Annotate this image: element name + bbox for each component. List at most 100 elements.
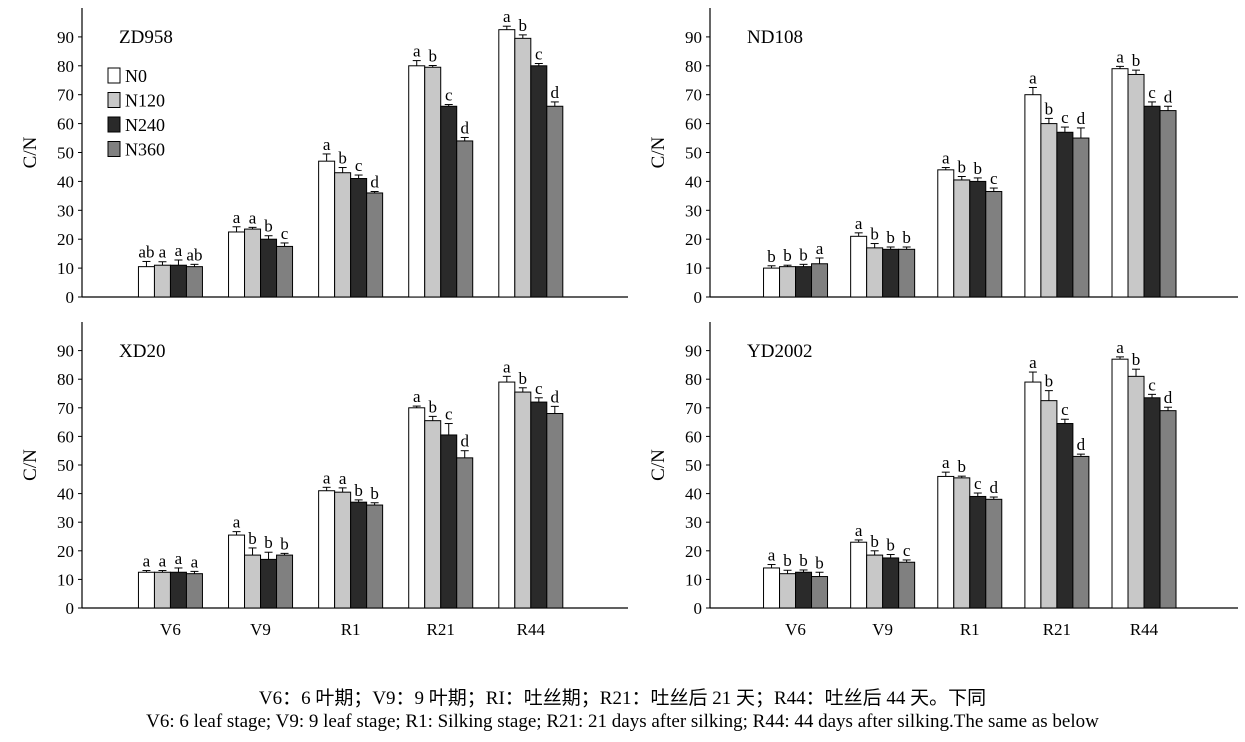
bar-n0-r44 xyxy=(1111,68,1129,298)
bar-n120-v9 xyxy=(244,554,262,609)
significance-letter: a xyxy=(323,135,331,154)
significance-letter: d xyxy=(1077,435,1086,454)
bar-n120-r21 xyxy=(1040,400,1058,609)
y-tick-label: 20 xyxy=(685,542,702,561)
y-axis-title: C/N xyxy=(648,449,669,481)
bar-n360-v6 xyxy=(811,263,829,298)
significance-letter: a xyxy=(942,453,950,472)
y-axis-title: C/N xyxy=(20,449,41,481)
significance-letter: c xyxy=(355,156,363,175)
y-tick-label: 80 xyxy=(57,57,74,76)
bar-n0-r44 xyxy=(498,381,516,609)
bar-n0-v6 xyxy=(137,266,155,298)
significance-letter: a xyxy=(191,552,199,571)
panel-title: ND108 xyxy=(747,27,803,48)
bar-n240-r44 xyxy=(1143,397,1161,609)
significance-letter: b xyxy=(870,532,879,551)
bar-n240-v9 xyxy=(882,248,900,298)
significance-letter: a xyxy=(159,552,167,571)
significance-letter: b xyxy=(1132,51,1141,70)
bar-n120-r1 xyxy=(334,172,352,298)
bar-n0-r44 xyxy=(498,29,516,298)
bar-n360-v6 xyxy=(185,266,203,298)
significance-letter: b xyxy=(902,228,911,247)
panel-title: ZD958 xyxy=(119,27,173,48)
y-tick-label: 90 xyxy=(685,28,702,47)
significance-letter: b xyxy=(264,533,273,552)
y-tick-label: 30 xyxy=(685,201,702,220)
bar-n120-r1 xyxy=(953,477,971,609)
panel-title: XD20 xyxy=(119,341,165,362)
significance-letter: b xyxy=(815,553,824,572)
significance-letter: b xyxy=(799,245,808,264)
significance-letter: c xyxy=(445,405,453,424)
y-tick-label: 0 xyxy=(66,288,75,307)
bar-n0-r1 xyxy=(318,490,336,609)
y-tick-label: 90 xyxy=(685,342,702,361)
y-tick-label: 30 xyxy=(57,201,74,220)
y-tick-label: 70 xyxy=(685,86,702,105)
significance-letter: a xyxy=(942,149,950,168)
x-tick-label: V6 xyxy=(785,620,806,639)
x-tick-label: R1 xyxy=(960,620,980,639)
y-tick-label: 0 xyxy=(694,599,703,618)
bar-n360-v9 xyxy=(276,554,294,609)
bar-n240-r1 xyxy=(350,178,368,298)
significance-letter: d xyxy=(551,387,560,406)
y-tick-label: 50 xyxy=(57,456,74,475)
significance-letter: b xyxy=(958,457,967,476)
bar-n240-r21 xyxy=(440,105,458,298)
y-tick-label: 40 xyxy=(685,485,702,504)
bar-n0-r1 xyxy=(937,169,955,298)
significance-letter: a xyxy=(855,214,863,233)
significance-letter: a xyxy=(768,546,776,565)
significance-letter: c xyxy=(974,474,982,493)
significance-letter: b xyxy=(886,228,895,247)
bar-n240-r44 xyxy=(530,401,548,609)
y-tick-label: 0 xyxy=(66,599,75,618)
bar-n240-v6 xyxy=(795,571,813,609)
significance-letter: c xyxy=(1061,108,1069,127)
y-tick-label: 40 xyxy=(57,485,74,504)
significance-letter: a xyxy=(816,239,824,258)
bar-n0-r44 xyxy=(1111,358,1129,609)
bar-n120-v9 xyxy=(866,554,884,609)
bar-n360-r21 xyxy=(456,457,474,609)
significance-letter: b xyxy=(354,481,363,500)
bar-n240-r21 xyxy=(1056,131,1074,298)
significance-letter: d xyxy=(990,478,999,497)
significance-letter: ab xyxy=(138,242,154,261)
significance-letter: c xyxy=(445,86,453,105)
y-axis-title: C/N xyxy=(648,136,669,168)
significance-letter: d xyxy=(1077,109,1086,128)
legend-swatch-n240 xyxy=(107,116,121,133)
bar-n360-r44 xyxy=(1159,410,1177,609)
y-tick-label: 30 xyxy=(57,513,74,532)
y-tick-label: 80 xyxy=(685,370,702,389)
x-tick-label: V6 xyxy=(160,620,181,639)
significance-letter: d xyxy=(460,118,469,137)
bar-n360-v6 xyxy=(185,573,203,609)
bar-n360-r1 xyxy=(985,498,1003,609)
significance-letter: a xyxy=(855,521,863,540)
bar-n240-r21 xyxy=(440,434,458,609)
bar-n360-r21 xyxy=(1072,137,1090,298)
significance-letter: b xyxy=(370,484,379,503)
bar-n360-r44 xyxy=(1159,110,1177,298)
significance-letter: b xyxy=(280,534,289,553)
significance-letter: c xyxy=(903,541,911,560)
bar-n0-v6 xyxy=(763,267,781,298)
y-tick-label: 70 xyxy=(57,86,74,105)
significance-letter: a xyxy=(143,552,151,571)
bar-n0-v9 xyxy=(850,541,868,609)
bar-n120-v6 xyxy=(779,573,797,609)
significance-letter: a xyxy=(249,208,257,227)
y-tick-label: 50 xyxy=(57,144,74,163)
bar-n0-r1 xyxy=(937,475,955,609)
y-tick-label: 30 xyxy=(685,513,702,532)
y-tick-label: 60 xyxy=(57,115,74,134)
bar-n360-r44 xyxy=(546,105,564,298)
significance-letter: b xyxy=(519,369,528,388)
significance-letter: a xyxy=(413,387,421,406)
